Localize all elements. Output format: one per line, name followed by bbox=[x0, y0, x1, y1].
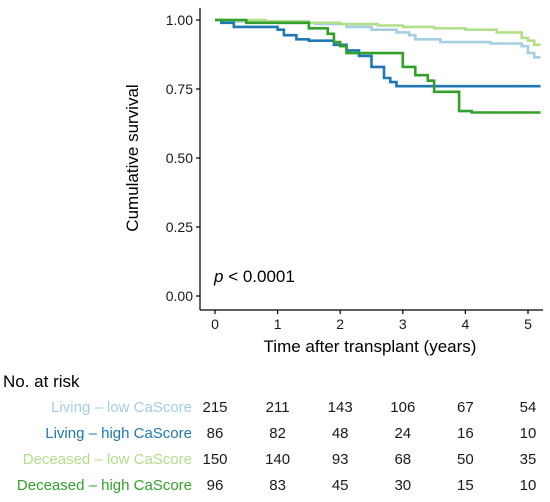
risk-count: 10 bbox=[519, 477, 537, 494]
risk-count: 24 bbox=[394, 425, 412, 442]
risk-count: 93 bbox=[331, 451, 349, 468]
risk-count: 10 bbox=[519, 425, 537, 442]
x-tick-label: 1 bbox=[274, 316, 282, 332]
x-tick-label: 5 bbox=[524, 316, 532, 332]
survival-plot: 0.00 0.25 0.50 0.75 1.00 0 1 2 3 4 5 p < 0.0001 Ti… bbox=[123, 8, 543, 356]
risk-count: 96 bbox=[206, 477, 224, 494]
series-line-4 bbox=[215, 18, 541, 114]
risk-count: 16 bbox=[457, 425, 474, 442]
x-tick-label: 0 bbox=[211, 316, 219, 332]
risk-row-label: Living – high CaScore bbox=[45, 425, 192, 442]
risk-count: 45 bbox=[331, 477, 349, 494]
risk-count: 54 bbox=[519, 399, 537, 416]
risk-count: 106 bbox=[390, 399, 416, 416]
risk-count: 82 bbox=[269, 425, 286, 442]
x-axis-title: Time after transplant (years) bbox=[264, 337, 477, 356]
y-tick-label: 0.75 bbox=[166, 81, 193, 97]
risk-count: 67 bbox=[457, 399, 474, 416]
risk-count: 143 bbox=[327, 399, 353, 416]
p-value-text: < 0.0001 bbox=[223, 267, 294, 286]
risk-count: 83 bbox=[269, 477, 286, 494]
risk-count: 15 bbox=[457, 477, 474, 494]
risk-count: 211 bbox=[265, 399, 290, 416]
p-value-symbol: p bbox=[213, 267, 223, 286]
series-line-2 bbox=[215, 18, 541, 88]
y-tick-label: 0.00 bbox=[166, 288, 193, 304]
y-tick-label: 1.00 bbox=[166, 12, 193, 28]
risk-row-label: Deceased – high CaScore bbox=[16, 477, 192, 494]
y-tick-label: 0.50 bbox=[166, 150, 193, 166]
risk-count: 48 bbox=[331, 425, 349, 442]
risk-count: 140 bbox=[265, 451, 291, 468]
risk-row-label: Living – low CaScore bbox=[51, 399, 192, 416]
y-tick-label: 0.25 bbox=[166, 219, 193, 235]
risk-count: 50 bbox=[457, 451, 474, 468]
risk-row-label: Deceased – low CaScore bbox=[22, 451, 192, 468]
risk-count: 215 bbox=[202, 399, 228, 416]
x-tick-label: 4 bbox=[462, 316, 470, 332]
x-tick-label: 3 bbox=[399, 316, 407, 332]
risk-count: 86 bbox=[206, 425, 224, 442]
risk-count: 35 bbox=[519, 451, 537, 468]
y-axis-title: Cumulative survival bbox=[123, 84, 142, 231]
risk-table-title: No. at risk bbox=[3, 372, 80, 391]
p-value-annotation: p < 0.0001 bbox=[213, 267, 295, 286]
x-tick-label: 2 bbox=[336, 316, 344, 332]
risk-count: 68 bbox=[394, 451, 412, 468]
risk-count: 150 bbox=[202, 451, 228, 468]
series-group bbox=[215, 18, 541, 114]
risk-count: 30 bbox=[394, 477, 412, 494]
